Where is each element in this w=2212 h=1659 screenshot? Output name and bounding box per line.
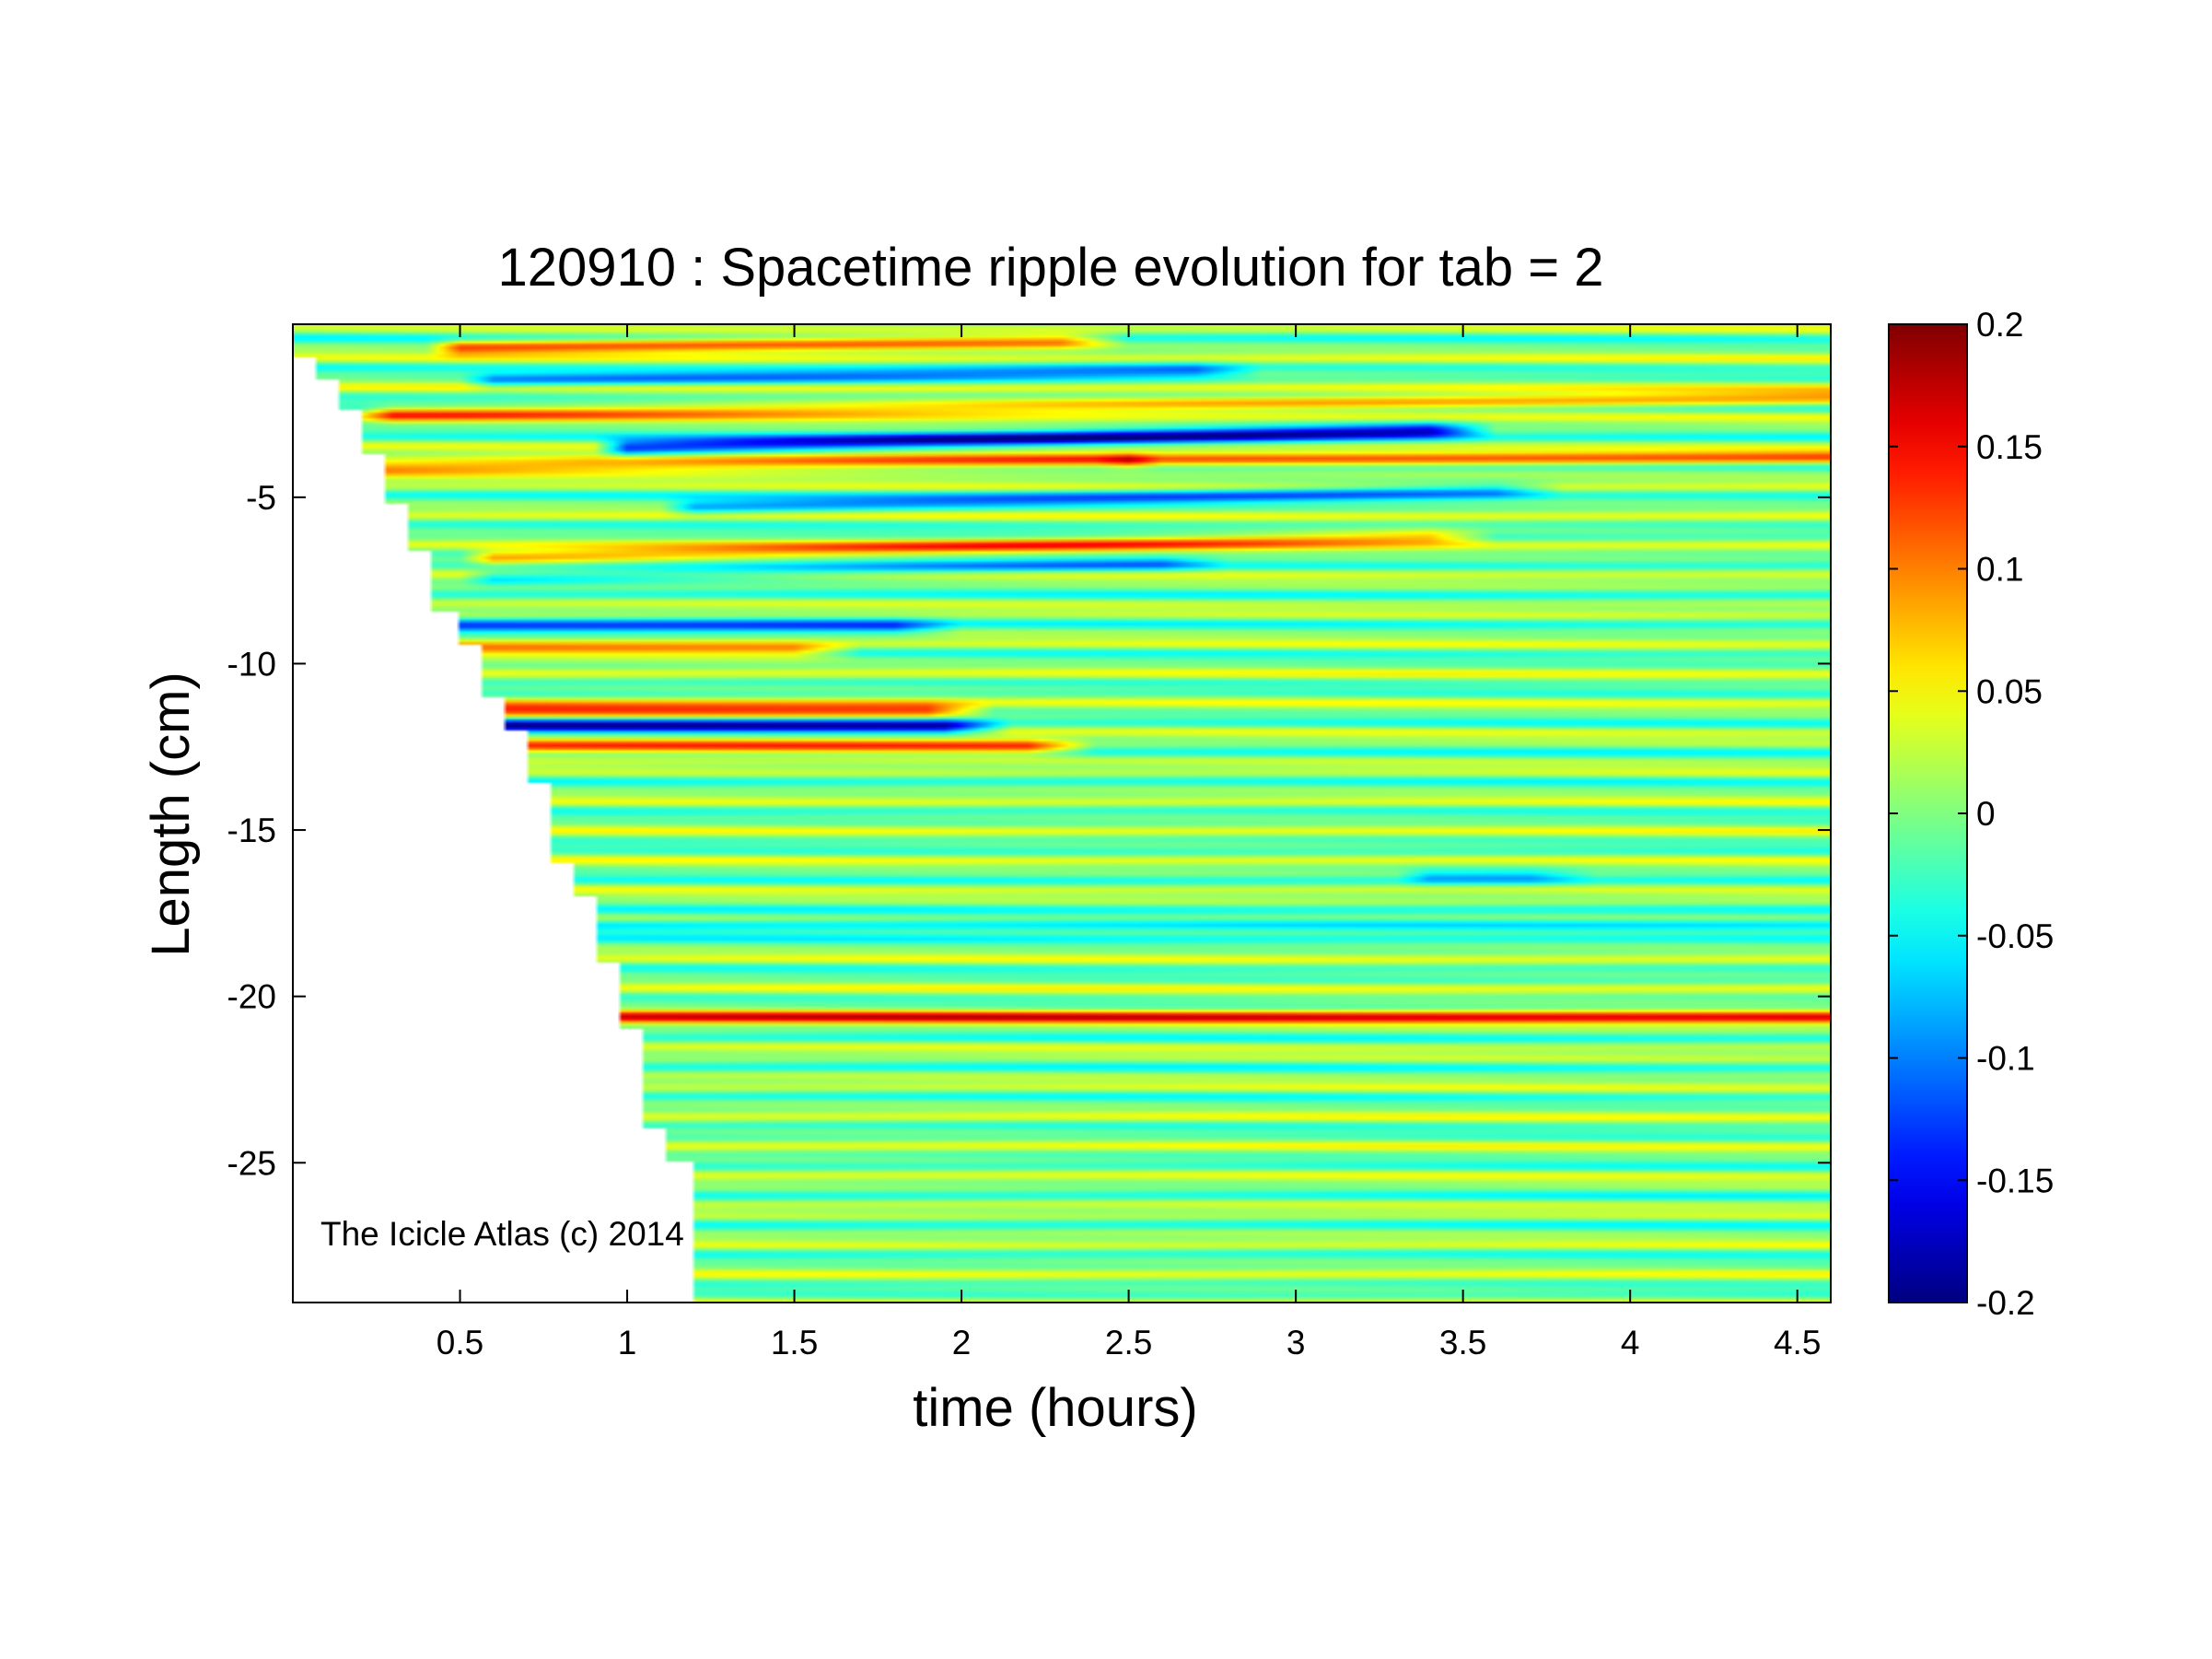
colorbar-tick-label: 0.05 [1976, 672, 2043, 710]
colorbar-tick-label: -0.05 [1976, 917, 2054, 955]
y-tick-label: -5 [246, 479, 276, 517]
colorbar-tick-label: -0.2 [1976, 1284, 2035, 1322]
x-tick-label: 2.5 [1105, 1324, 1152, 1361]
x-axis-ticks: 0.5 1 1.5 2 2.5 3 3.5 4 4.5 [437, 324, 1821, 1361]
x-tick-label: 3 [1286, 1324, 1306, 1361]
colorbar-tick-label: 0.1 [1976, 551, 2023, 589]
plot-frame [292, 323, 1832, 1303]
colorbar-tick-label: 0 [1976, 795, 1996, 833]
x-tick-label: 0.5 [437, 1324, 483, 1361]
x-tick-label: 2 [952, 1324, 972, 1361]
colorbar-tick-label: -0.1 [1976, 1040, 2035, 1078]
x-tick-label: 4 [1621, 1324, 1640, 1361]
x-tick-label: 1 [618, 1324, 637, 1361]
heatmap-image [293, 324, 1831, 1303]
y-tick-label: -15 [227, 812, 276, 849]
y-axis-ticks: -5 -10 -15 -20 -25 [227, 479, 1831, 1182]
colorbar-tick-label: 0.15 [1976, 428, 2043, 466]
chart-title: 120910 : Spacetime ripple evolution for … [497, 238, 1603, 298]
colorbar-tick-label: 0.2 [1976, 306, 2023, 344]
plot-area: 0.5 1 1.5 2 2.5 3 3.5 4 4.5 -5 -10 -15 -20 -25 [227, 323, 1832, 1361]
y-axis-label: Length (cm) [141, 672, 201, 956]
colorbar: 0.2 0.15 0.1 0.05 0 -0.05 -0.1 -0.15 -0.2 [1888, 306, 2054, 1322]
y-tick-label: -25 [227, 1144, 276, 1182]
x-tick-label: 3.5 [1439, 1324, 1486, 1361]
colorbar-tick-label: -0.15 [1976, 1162, 2054, 1199]
y-tick-label: -20 [227, 978, 276, 1016]
colorbar-ticks: 0.2 0.15 0.1 0.05 0 -0.05 -0.1 -0.15 -0.2 [1889, 306, 2054, 1322]
watermark-text: The Icicle Atlas (c) 2014 [320, 1215, 684, 1253]
colorbar-gradient [1889, 324, 1967, 1303]
x-axis-label: time (hours) [913, 1378, 1197, 1438]
y-tick-label: -10 [227, 645, 276, 683]
x-tick-label: 1.5 [771, 1324, 818, 1361]
x-tick-label: 4.5 [1774, 1324, 1821, 1361]
